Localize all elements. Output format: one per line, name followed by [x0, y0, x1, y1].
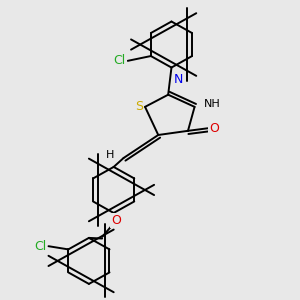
Text: NH: NH	[204, 99, 220, 109]
Text: Cl: Cl	[113, 54, 126, 67]
Text: N: N	[173, 73, 183, 86]
Text: O: O	[209, 122, 219, 135]
Text: H: H	[106, 150, 115, 160]
Text: S: S	[135, 100, 143, 113]
Text: O: O	[111, 214, 121, 227]
Text: Cl: Cl	[34, 240, 46, 253]
